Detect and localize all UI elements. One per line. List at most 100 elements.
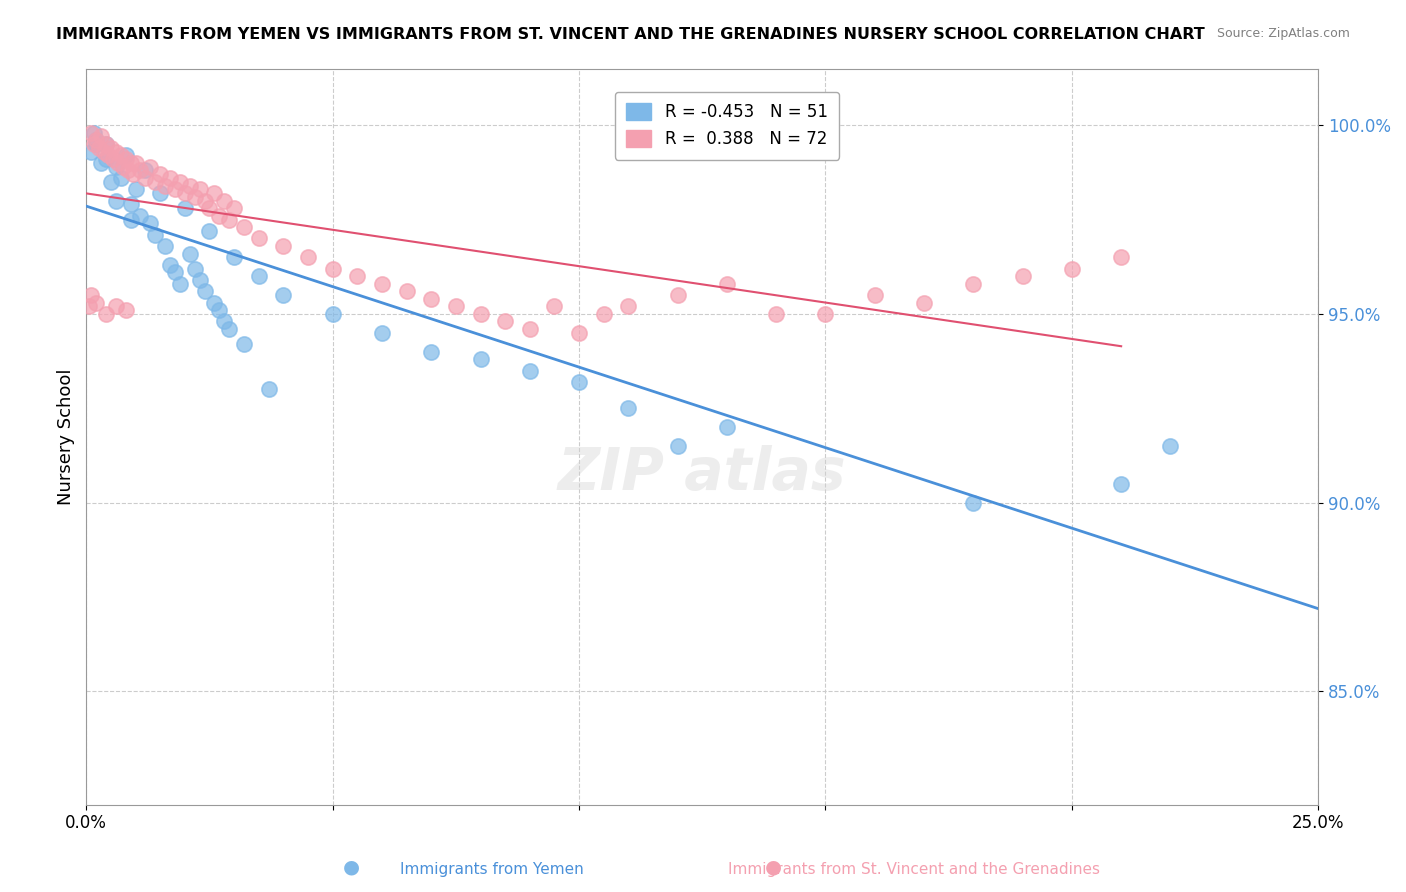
Point [962,277,984,291]
Point [765,307,787,321]
Point [198,201,221,215]
Text: Source: ZipAtlas.com: Source: ZipAtlas.com [1216,27,1350,40]
Point [1109,476,1132,491]
Point [80,126,103,140]
Point [1159,439,1181,453]
Point [134,163,156,178]
Point [444,299,467,313]
Point [188,182,211,196]
Point [617,299,640,313]
Point [103,152,125,166]
Point [83,136,105,151]
Point [104,160,127,174]
Point [198,224,221,238]
Point [80,145,103,159]
Point [87,141,110,155]
Point [114,148,136,162]
Point [153,239,176,253]
Point [117,163,139,178]
Point [120,156,142,170]
Point [346,269,368,284]
Point [204,186,226,200]
Point [122,167,145,181]
Point [107,156,129,170]
Point [912,295,935,310]
Point [519,322,541,336]
Point [114,303,136,318]
Point [617,401,640,416]
Point [94,136,117,151]
Point [592,307,614,321]
Point [104,194,127,208]
Point [120,197,142,211]
Point [814,307,837,321]
Text: Immigrants from St. Vincent and the Grenadines: Immigrants from St. Vincent and the Gren… [728,863,1099,877]
Point [129,163,152,178]
Text: IMMIGRANTS FROM YEMEN VS IMMIGRANTS FROM ST. VINCENT AND THE GRENADINES NURSERY : IMMIGRANTS FROM YEMEN VS IMMIGRANTS FROM… [56,27,1205,42]
Point [104,145,127,159]
Point [224,201,246,215]
Point [90,156,112,170]
Text: ZIP atlas: ZIP atlas [558,445,846,502]
Point [568,326,591,340]
Point [104,299,127,313]
Point [214,314,236,328]
Point [322,307,344,321]
Point [134,171,156,186]
Text: ●: ● [343,857,360,876]
Point [247,231,270,245]
Point [124,156,146,170]
Point [97,148,120,162]
Point [716,277,738,291]
Point [77,299,100,313]
Point [470,352,492,367]
Point [159,171,181,186]
Point [129,209,152,223]
Point [84,295,107,310]
Point [84,136,107,151]
Point [204,295,226,310]
Point [173,186,195,200]
Point [110,148,132,162]
Point [233,337,256,351]
Point [666,288,689,302]
Text: ●: ● [765,857,782,876]
Point [114,152,136,166]
Point [666,439,689,453]
Point [395,285,418,299]
Point [208,209,231,223]
Point [110,171,132,186]
Point [90,129,112,144]
Point [112,160,135,174]
Point [94,307,117,321]
Point [224,250,246,264]
Point [1109,250,1132,264]
Point [420,344,443,359]
Point [179,246,201,260]
Point [149,167,172,181]
Point [94,136,117,151]
Point [420,292,443,306]
Point [183,261,205,276]
Point [183,190,205,204]
Point [139,160,162,174]
Point [208,303,231,318]
Point [173,201,195,215]
Point [494,314,516,328]
Point [179,178,201,193]
Point [100,141,122,155]
Point [962,496,984,510]
Y-axis label: Nursery School: Nursery School [58,368,75,505]
Point [257,383,280,397]
Point [163,265,186,279]
Point [169,277,191,291]
Point [94,152,117,166]
Point [519,363,541,377]
Point [470,307,492,321]
Point [371,277,394,291]
Point [322,261,344,276]
Point [371,326,394,340]
Point [218,322,240,336]
Legend: R = -0.453   N = 51, R =  0.388   N = 72: R = -0.453 N = 51, R = 0.388 N = 72 [614,92,839,160]
Point [139,216,162,230]
